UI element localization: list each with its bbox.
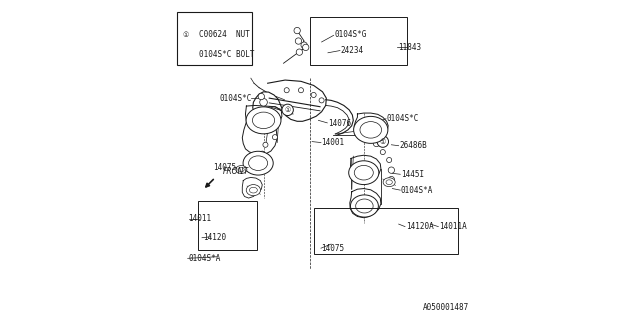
Circle shape [268,126,274,132]
Text: ①: ① [285,107,291,113]
Text: 0104S*A: 0104S*A [188,254,221,263]
Circle shape [263,142,268,147]
Text: 24234: 24234 [340,46,364,55]
Text: A050001487: A050001487 [423,303,469,312]
Ellipse shape [349,161,379,185]
Ellipse shape [236,165,247,173]
Text: 0104S*C BOLT: 0104S*C BOLT [200,50,255,59]
Text: 0104S*C: 0104S*C [220,94,252,103]
Circle shape [298,88,303,93]
Bar [198,201,257,251]
Circle shape [260,99,268,106]
Text: 14120A: 14120A [406,222,433,231]
Text: FRONT: FRONT [223,167,249,176]
Circle shape [388,167,394,173]
Ellipse shape [383,178,395,187]
Text: 14076: 14076 [328,119,351,128]
Circle shape [296,49,303,55]
Text: C00624  NUT: C00624 NUT [200,30,250,39]
Circle shape [295,38,301,44]
Circle shape [387,157,392,163]
Circle shape [282,104,293,116]
Circle shape [271,116,277,123]
Text: 11843: 11843 [397,43,421,52]
Ellipse shape [355,165,373,180]
Bar [177,12,252,65]
Ellipse shape [252,112,275,129]
Circle shape [253,161,259,166]
Circle shape [301,42,307,48]
Text: 0104S*C: 0104S*C [387,114,419,123]
Circle shape [373,140,380,147]
Ellipse shape [239,167,244,172]
Text: 14120: 14120 [203,233,226,242]
Bar [310,17,407,65]
Circle shape [284,88,289,93]
Text: 14011: 14011 [188,214,211,223]
Ellipse shape [351,195,378,217]
Ellipse shape [360,122,381,138]
Circle shape [273,135,278,140]
Text: 26486B: 26486B [399,141,427,150]
Text: 1445I: 1445I [401,170,424,179]
Circle shape [303,44,309,51]
Text: 14011A: 14011A [439,222,467,231]
Circle shape [380,149,385,155]
Circle shape [260,151,265,156]
Circle shape [258,93,264,100]
Text: ①: ① [182,32,188,38]
Bar [314,208,458,253]
Circle shape [388,177,394,183]
Text: ①: ① [380,139,386,145]
Circle shape [319,98,324,103]
Text: 0104S*A: 0104S*A [401,186,433,195]
Ellipse shape [250,187,257,193]
Text: 14001: 14001 [321,138,345,147]
Ellipse shape [248,156,268,171]
Circle shape [367,120,375,127]
Ellipse shape [356,199,373,213]
Circle shape [377,136,388,147]
Circle shape [294,28,300,34]
Ellipse shape [246,185,260,196]
Text: 0104S*G: 0104S*G [334,30,367,39]
Ellipse shape [354,116,388,143]
Ellipse shape [243,151,273,175]
Ellipse shape [246,107,281,134]
Circle shape [376,132,382,138]
Circle shape [179,29,191,40]
Text: 14075: 14075 [321,244,345,253]
Circle shape [311,92,316,98]
Text: 14075: 14075 [213,164,236,172]
Ellipse shape [386,180,392,185]
